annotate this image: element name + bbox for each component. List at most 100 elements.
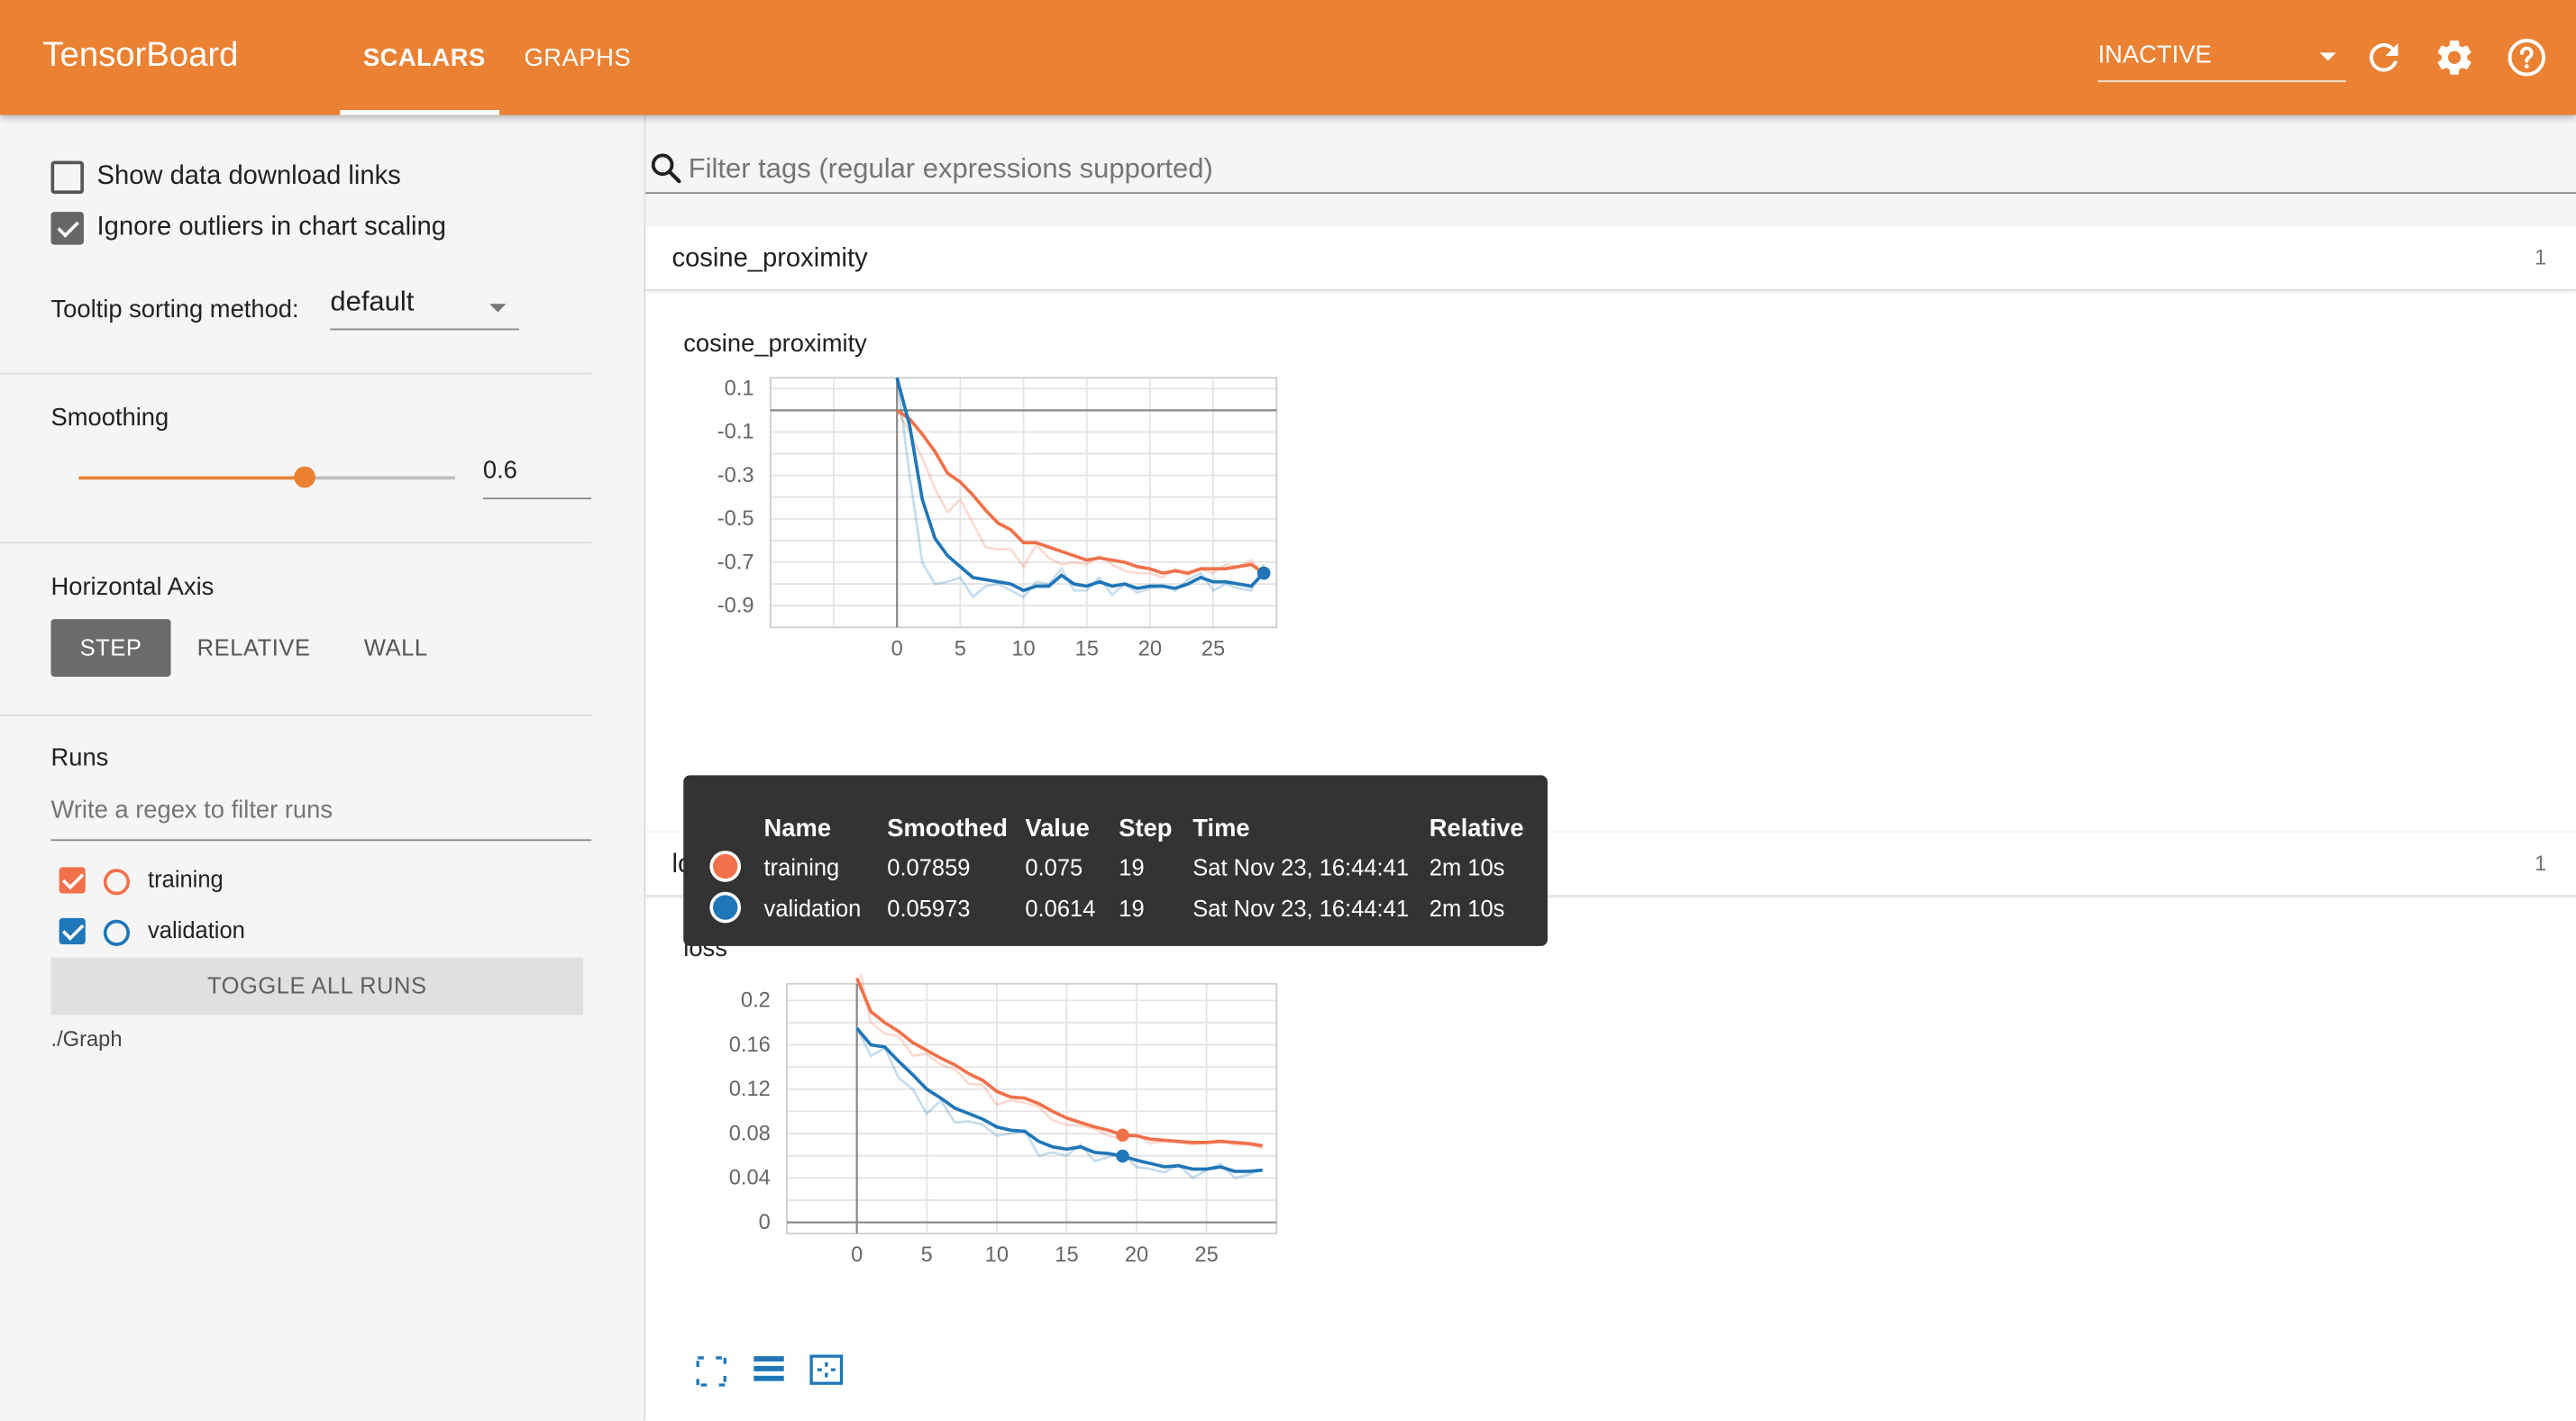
tooltip-validation-relative: 2m 10s — [1429, 895, 1505, 922]
runs-label: Runs — [50, 743, 109, 772]
x-tick-label: 20 — [1138, 637, 1162, 660]
axis-relative-button[interactable]: RELATIVE — [196, 633, 311, 660]
series-line-training — [896, 408, 1265, 575]
chart-title: cosine_proximity — [683, 330, 867, 359]
tag-card-count: 1 — [2534, 851, 2547, 876]
y-tick-label: 0.08 — [729, 1122, 771, 1145]
run-validation-label: validation — [148, 916, 245, 943]
log-directory-label: ./Graph — [50, 1026, 123, 1052]
settings-icon[interactable] — [2433, 36, 2475, 78]
x-tick-label: 0 — [891, 637, 903, 660]
active-tab-indicator — [340, 110, 500, 115]
tag-card-header[interactable]: cosine_proximity 1 — [645, 226, 2576, 291]
refresh-icon[interactable] — [2362, 36, 2405, 78]
tooltip-training-value: 0.075 — [1025, 853, 1083, 880]
inactive-select-label: INACTIVE — [2097, 41, 2212, 69]
chevron-down-icon — [489, 304, 507, 313]
plot-frame — [769, 377, 1278, 629]
tag-card-cosine-proximity: cosine_proximity 1 cosine_proximity 0 5 10… — [645, 226, 2576, 894]
divider — [0, 714, 592, 716]
tooltip-validation-step: 19 — [1119, 895, 1145, 922]
series-line-training — [854, 977, 1264, 1148]
tooltip-header-time: Time — [1192, 815, 1250, 843]
smoothing-slider-fill — [78, 476, 305, 480]
top-app-bar: TensorBoard SCALARS GRAPHS INACTIVE — [0, 0, 2576, 115]
tag-filter-placeholder: Filter tags (regular expressions support… — [688, 152, 1213, 185]
tooltip-sorting-select[interactable]: default — [330, 286, 519, 331]
tooltip-validation-value: 0.0614 — [1025, 895, 1096, 922]
series-line-validation — [855, 1026, 1263, 1173]
axis-step-button[interactable]: STEP — [50, 619, 171, 677]
y-tick-label: 0.16 — [729, 1034, 771, 1057]
search-icon — [651, 153, 681, 184]
plot-frame — [786, 982, 1278, 1234]
series-line-raw-training — [859, 973, 1264, 1150]
y-tick-label: -0.3 — [717, 464, 754, 487]
axis-wall-button[interactable]: WALL — [363, 633, 428, 660]
tooltip-validation-smoothed: 0.05973 — [887, 895, 971, 922]
tooltip-validation-name: validation — [763, 895, 862, 922]
tab-scalars[interactable]: SCALARS — [362, 44, 486, 73]
series-line-raw-validation — [895, 378, 1265, 599]
hover-point-validation — [1256, 566, 1271, 580]
show-download-links-label: Show data download links — [96, 162, 401, 191]
app-title: TensorBoard — [42, 36, 239, 75]
tooltip-header-smoothed: Smoothed — [887, 815, 1008, 843]
series-line-validation — [895, 377, 1265, 593]
x-tick-label: 25 — [1201, 637, 1225, 660]
cosine-proximity-chart[interactable]: 0 5 10 15 20 25 0.1 -0.1 -0.3 -0.5 -0.7 -0.9 — [695, 368, 1286, 697]
toggle-all-runs-button[interactable]: TOGGLE ALL RUNS — [50, 957, 584, 1016]
run-validation-checkbox[interactable] — [59, 917, 86, 945]
chart-tooltip: Name Smoothed Value Step Time Relative t… — [683, 775, 1548, 946]
run-training-checkbox[interactable] — [59, 867, 86, 894]
chevron-down-icon — [2319, 52, 2336, 61]
run-training-label: training — [148, 865, 224, 892]
tooltip-sorting-value: default — [330, 286, 415, 317]
tooltip-training-relative: 2m 10s — [1429, 853, 1505, 880]
y-tick-label: -0.5 — [717, 507, 754, 531]
ignore-outliers-label: Ignore outliers in chart scaling — [96, 213, 446, 241]
tab-graphs[interactable]: GRAPHS — [524, 44, 632, 73]
runs-filter-input[interactable]: Write a regex to filter runs — [50, 797, 592, 842]
smoothing-value-input[interactable]: 0.6 — [482, 457, 592, 500]
fullscreen-icon[interactable] — [693, 1353, 729, 1389]
x-tick-label: 15 — [1055, 1243, 1078, 1267]
tag-card-title: cosine_proximity — [671, 244, 868, 273]
x-tick-label: 20 — [1125, 1243, 1148, 1267]
x-tick-label: 15 — [1075, 637, 1099, 660]
help-icon[interactable] — [2506, 36, 2548, 78]
inactive-dashboard-select[interactable]: INACTIVE — [2097, 41, 2346, 83]
ignore-outliers-checkbox[interactable] — [50, 212, 84, 245]
smoothing-label: Smoothing — [50, 404, 169, 433]
show-download-links-checkbox[interactable] — [50, 160, 84, 195]
y-tick-label: -0.7 — [717, 551, 754, 574]
x-tick-label: 25 — [1194, 1243, 1218, 1267]
tag-filter[interactable]: Filter tags (regular expressions support… — [645, 141, 2576, 195]
tooltip-header-value: Value — [1025, 815, 1090, 843]
tag-card-count: 1 — [2534, 244, 2547, 269]
tooltip-header-name: Name — [763, 815, 832, 843]
main-content: Filter tags (regular expressions support… — [645, 115, 2576, 1421]
divider — [0, 542, 592, 544]
smoothing-slider-thumb[interactable] — [294, 466, 315, 488]
fit-domain-icon[interactable] — [808, 1352, 845, 1388]
tooltip-training-step: 19 — [1119, 853, 1145, 880]
hover-point-validation — [1116, 1149, 1129, 1163]
tooltip-training-name: training — [763, 853, 840, 880]
y-tick-label: 0.2 — [741, 989, 771, 1013]
tooltip-header-relative: Relative — [1429, 815, 1524, 843]
tooltip-validation-time: Sat Nov 23, 16:44:41 — [1192, 895, 1410, 922]
x-tick-label: 10 — [1011, 637, 1035, 660]
loss-chart[interactable]: 0 5 10 15 20 25 0.2 0.16 0.12 0.08 0.04 0 — [695, 973, 1286, 1303]
series-line-raw-training — [896, 409, 1265, 579]
x-tick-label: 10 — [985, 1243, 1009, 1267]
tooltip-sorting-label: Tooltip sorting method: — [50, 296, 299, 324]
x-tick-label: 0 — [851, 1243, 863, 1267]
y-tick-label: 0.04 — [729, 1167, 771, 1190]
list-icon[interactable] — [751, 1352, 787, 1388]
tooltip-header-step: Step — [1119, 815, 1173, 843]
tooltip-training-smoothed: 0.07859 — [887, 853, 971, 880]
run-training-color-icon — [103, 869, 130, 896]
y-tick-label: 0.1 — [725, 378, 754, 401]
x-tick-label: 5 — [955, 637, 966, 660]
